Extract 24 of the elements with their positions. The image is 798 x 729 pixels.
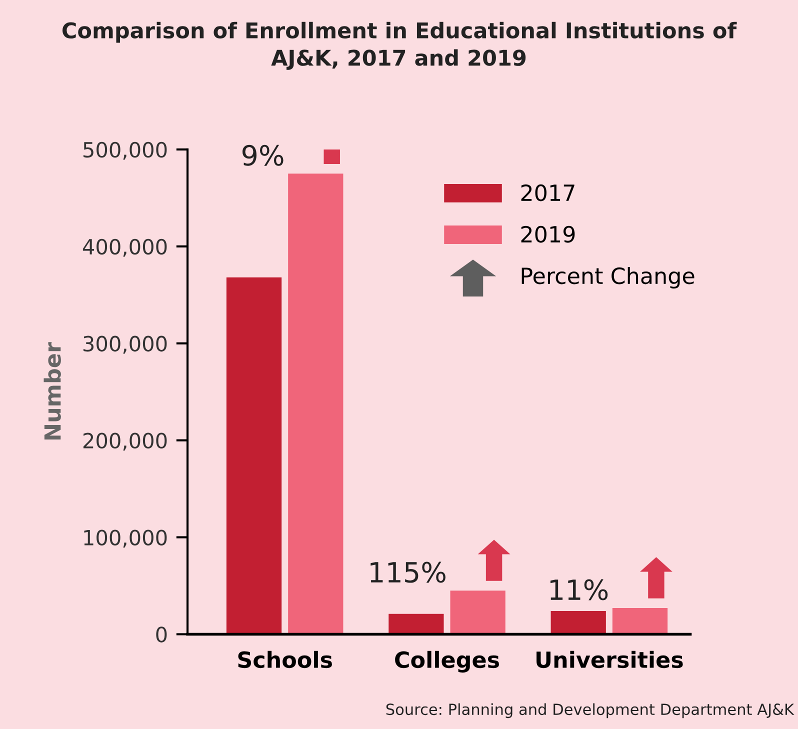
- legend-label: 2019: [521, 226, 575, 243]
- y-axis-title: Number: [44, 342, 61, 440]
- x-tick-label: Colleges: [395, 650, 499, 673]
- annotation: 9%: [242, 144, 284, 166]
- legend-label: 2017: [521, 184, 574, 202]
- x-tick-label: Universities: [536, 650, 683, 668]
- annotation: 115%: [370, 562, 446, 583]
- bar: [288, 174, 344, 634]
- bar: [450, 590, 506, 634]
- x-tick-label: Schools: [238, 650, 332, 668]
- y-tick-label: 400,000: [82, 238, 167, 257]
- bar: [612, 608, 668, 634]
- chart-title: Comparison of Enrollment in Educational Institutions of AJ&K, 2017 and 2019: [62, 22, 737, 70]
- bar: [550, 610, 606, 634]
- annotation: 11%: [550, 579, 608, 600]
- y-tick-label: 300,000: [84, 336, 167, 354]
- source-note: Source: Planning and Development Department AJ&K: [386, 703, 794, 718]
- bar: [226, 277, 282, 634]
- y-tick-label: 200,000: [83, 432, 167, 451]
- y-tick-label: 100,000: [84, 530, 167, 548]
- y-tick-label: 500,000: [84, 142, 167, 160]
- y-tick-label: 0: [156, 626, 167, 642]
- bar: [388, 614, 444, 634]
- annotation: Percent Change: [522, 267, 694, 289]
